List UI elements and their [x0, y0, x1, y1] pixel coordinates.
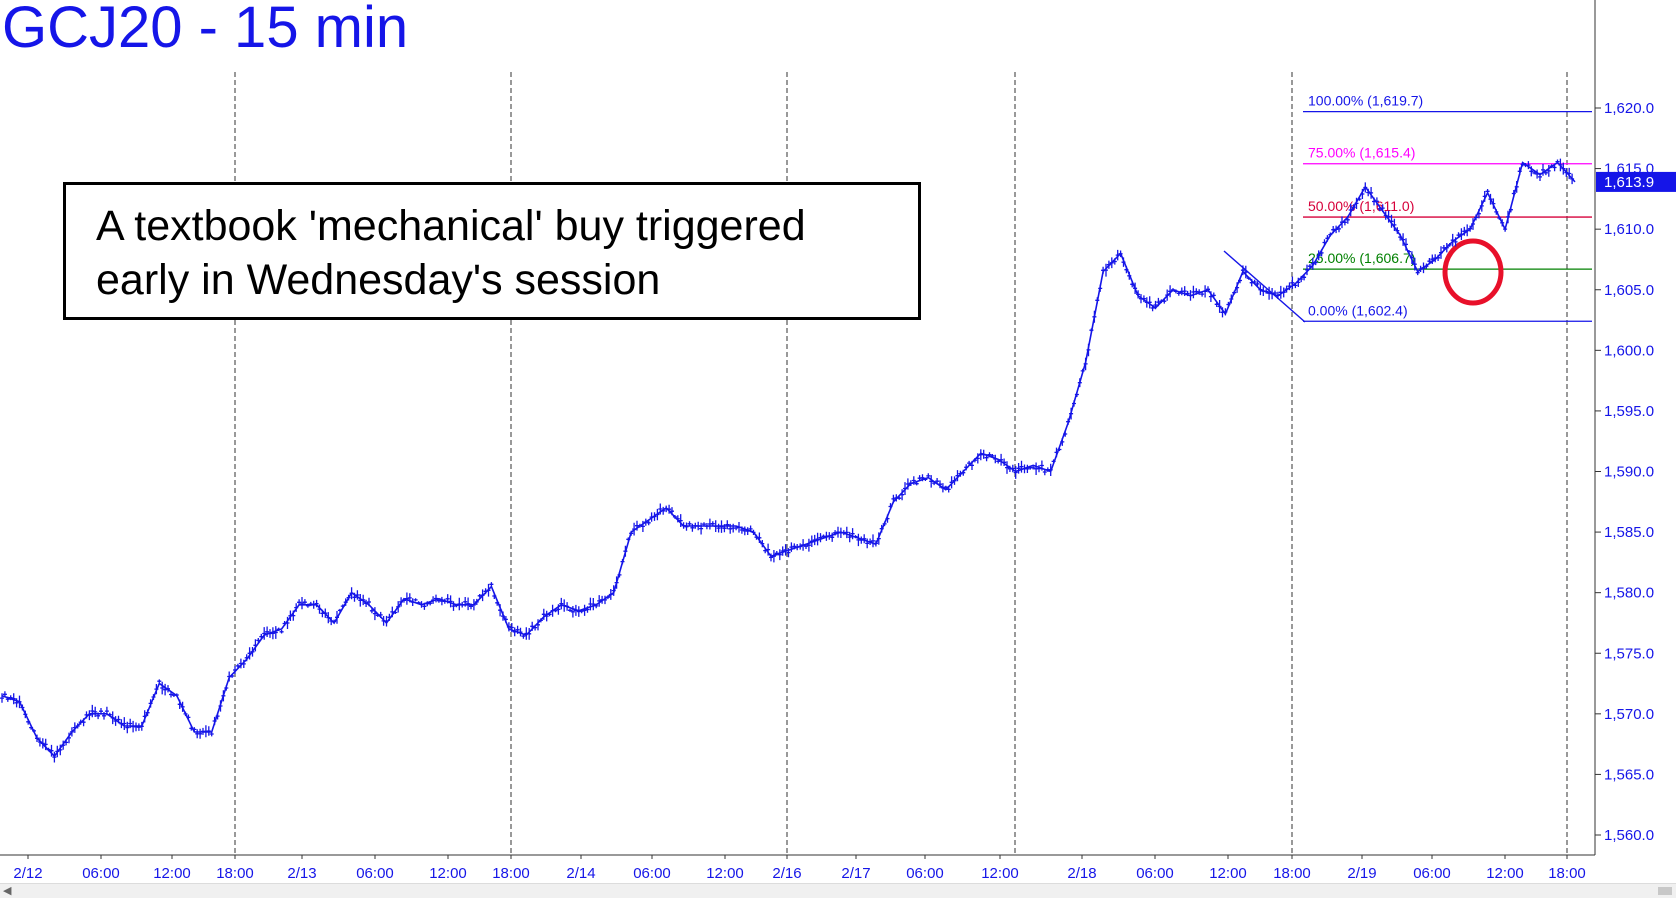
x-tick-label: 18:00: [1273, 865, 1311, 882]
x-tick-label: 12:00: [1209, 865, 1247, 882]
annotation-box: A textbook 'mechanical' buy triggered ea…: [63, 182, 921, 320]
y-tick-label: 1,575.0: [1604, 645, 1654, 662]
y-tick-label: 1,585.0: [1604, 524, 1654, 541]
y-tick-label: 1,595.0: [1604, 403, 1654, 420]
x-tick-label: 12:00: [153, 865, 191, 882]
x-tick-label: 12:00: [706, 865, 744, 882]
y-tick-label: 1,590.0: [1604, 464, 1654, 481]
x-tick-label: 06:00: [1413, 865, 1451, 882]
x-tick-label: 18:00: [216, 865, 254, 882]
x-tick-label: 06:00: [906, 865, 944, 882]
y-tick-label: 1,560.0: [1604, 827, 1654, 844]
chart-title: GCJ20 - 15 min: [2, 0, 408, 61]
y-tick-label: 1,580.0: [1604, 585, 1654, 602]
x-tick-label: 12:00: [1486, 865, 1524, 882]
x-tick-label: 2/12: [13, 865, 42, 882]
fib-level-label: 75.00% (1,615.4): [1308, 145, 1415, 161]
x-tick-label: 06:00: [633, 865, 671, 882]
scroll-thumb[interactable]: [1658, 887, 1672, 895]
fibonacci-retracement: 100.00% (1,619.7) 75.00% (1,615.4) 50.00% …: [1224, 93, 1592, 322]
fib-level-label: 0.00% (1,602.4): [1308, 302, 1408, 318]
x-tick-label: 12:00: [429, 865, 467, 882]
annotation-text: A textbook 'mechanical' buy triggered ea…: [96, 199, 806, 307]
y-tick-label: 1,620.0: [1604, 100, 1654, 117]
x-tick-label: 2/13: [287, 865, 316, 882]
last-price-label: 1,613.9: [1604, 174, 1654, 191]
horizontal-scrollbar[interactable]: ◀: [0, 883, 1676, 898]
x-tick-label: 18:00: [492, 865, 530, 882]
y-tick-label: 1,570.0: [1604, 706, 1654, 723]
y-axis: 1,560.0 1,565.0 1,570.0 1,575.0 1,580.0 1,585…: [1595, 0, 1676, 855]
x-tick-label: 18:00: [1548, 865, 1586, 882]
x-tick-label: 2/16: [772, 865, 801, 882]
scroll-left-arrow-icon[interactable]: ◀: [3, 884, 11, 897]
fib-level-label: 100.00% (1,619.7): [1308, 93, 1423, 109]
x-tick-label: 2/17: [841, 865, 870, 882]
y-tick-label: 1,610.0: [1604, 221, 1654, 238]
fib-level-label: 50.00% (1,611.0): [1308, 198, 1414, 214]
fib-level-label: 25.00% (1,606.7): [1308, 250, 1415, 266]
x-tick-label: 12:00: [981, 865, 1019, 882]
x-tick-label: 2/19: [1347, 865, 1376, 882]
highlight-circle: [1445, 241, 1501, 303]
x-axis: 2/12 06:00 12:00 18:00 2/13 06:00 12:00 18:00 2/…: [0, 855, 1595, 882]
x-tick-label: 06:00: [1136, 865, 1174, 882]
x-tick-label: 06:00: [82, 865, 120, 882]
y-tick-label: 1,600.0: [1604, 342, 1654, 359]
x-tick-label: 06:00: [356, 865, 394, 882]
x-tick-label: 2/14: [566, 865, 595, 882]
y-tick-label: 1,565.0: [1604, 766, 1654, 783]
y-tick-label: 1,605.0: [1604, 282, 1654, 299]
x-tick-label: 2/18: [1067, 865, 1096, 882]
